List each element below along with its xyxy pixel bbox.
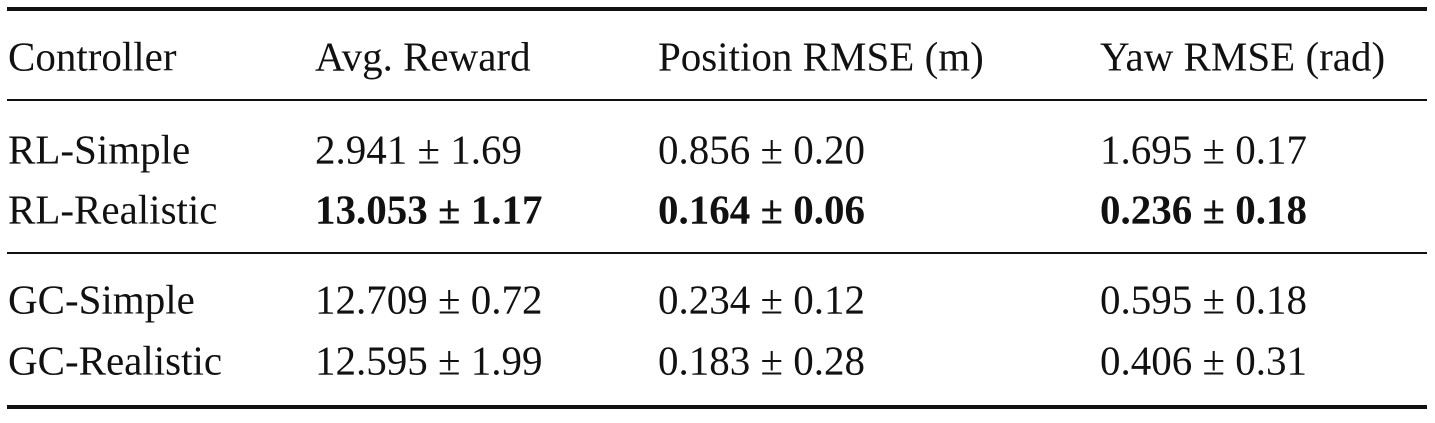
table-cell: 0.406 ± 0.31 (1100, 337, 1308, 384)
table-cell: 13.053 ± 1.17 (315, 186, 543, 233)
row-label: GC-Realistic (8, 337, 223, 384)
bottom-rule (7, 405, 1427, 409)
column-header: Avg. Reward (315, 33, 531, 80)
table-cell: 0.183 ± 0.28 (658, 337, 866, 384)
column-header: Position RMSE (m) (658, 33, 984, 80)
table-cell: 0.595 ± 0.18 (1100, 276, 1308, 323)
table-cell: 12.595 ± 1.99 (315, 337, 543, 384)
table-cell: 2.941 ± 1.69 (315, 126, 523, 173)
row-label: RL-Simple (8, 126, 191, 173)
header-rule (7, 99, 1427, 101)
table-cell: 12.709 ± 0.72 (315, 276, 543, 323)
table-cell: 0.234 ± 0.12 (658, 276, 866, 323)
row-label: GC-Simple (8, 276, 195, 323)
row-label: RL-Realistic (8, 186, 218, 233)
top-rule (7, 7, 1427, 11)
column-header: Controller (8, 33, 177, 80)
section-rule (7, 252, 1427, 254)
table-cell: 0.164 ± 0.06 (658, 186, 866, 233)
table-cell: 0.236 ± 0.18 (1100, 186, 1308, 233)
table-cell: 1.695 ± 0.17 (1100, 126, 1308, 173)
column-header: Yaw RMSE (rad) (1100, 33, 1386, 80)
table-cell: 0.856 ± 0.20 (658, 126, 866, 173)
